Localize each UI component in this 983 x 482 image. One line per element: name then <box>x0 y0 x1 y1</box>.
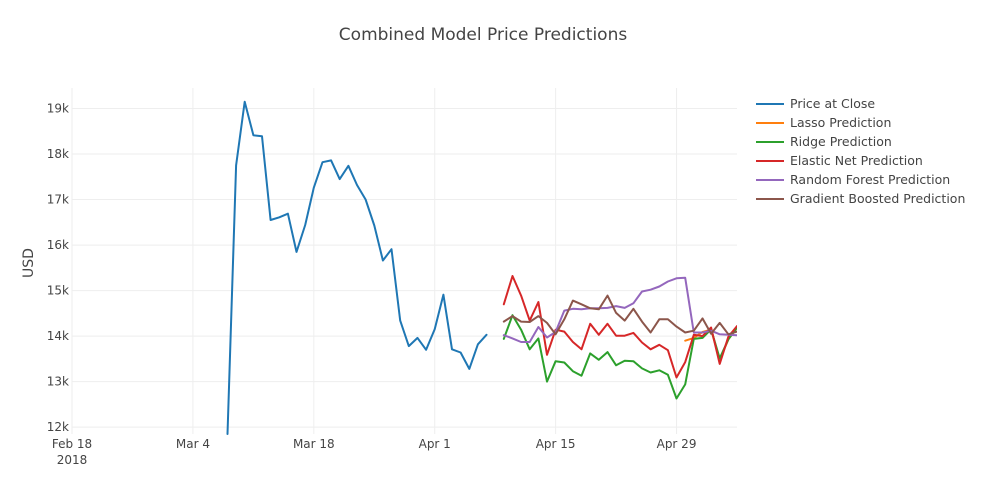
y-tick-label: 14k <box>47 329 69 343</box>
y-tick-label: 13k <box>47 375 69 389</box>
x-tick-label: Mar 4 <box>176 437 210 451</box>
y-axis-title: USD <box>21 248 37 278</box>
series-line-random-forest-prediction[interactable] <box>502 276 737 343</box>
x-tick-label: Apr 15 <box>536 437 576 451</box>
y-tick-label: 12k <box>47 420 69 434</box>
y-tick-label: 17k <box>47 193 69 207</box>
y-tick-label: 16k <box>47 238 69 252</box>
series-line-gradient-boosted-prediction[interactable] <box>502 294 737 336</box>
series-line-ridge-prediction[interactable] <box>502 314 737 400</box>
data-traces <box>226 100 737 435</box>
legend-label: Lasso Prediction <box>790 115 891 130</box>
y-tick-label: 15k <box>47 284 69 298</box>
chart-title: Combined Model Price Predictions <box>339 25 628 45</box>
axis-ticks: Feb 18 2018 Mar 4 Mar 18 Apr 1 Apr 15 Apr 29 12… <box>47 101 697 467</box>
legend-item-ridge-prediction[interactable]: Ridge Prediction <box>756 134 892 149</box>
legend-label: Elastic Net Prediction <box>790 153 923 168</box>
legend-item-gradient-boosted-prediction[interactable]: Gradient Boosted Prediction <box>756 191 965 206</box>
legend-label: Gradient Boosted Prediction <box>790 191 965 206</box>
legend-item-random-forest-prediction[interactable]: Random Forest Prediction <box>756 172 950 187</box>
series-line-elastic-net-prediction[interactable] <box>502 275 737 379</box>
legend-item-elastic-net-prediction[interactable]: Elastic Net Prediction <box>756 153 923 168</box>
x-tick-label: Apr 29 <box>657 437 697 451</box>
gridlines <box>71 88 737 434</box>
legend-label: Ridge Prediction <box>790 134 892 149</box>
series-line-price-at-close[interactable] <box>226 100 488 435</box>
legend-label: Random Forest Prediction <box>790 172 950 187</box>
x-tick-label: Feb 18 <box>52 437 92 451</box>
legend[interactable]: Price at Close Lasso Prediction Ridge Pred… <box>756 96 965 206</box>
legend-item-lasso-prediction[interactable]: Lasso Prediction <box>756 115 891 130</box>
x-tick-label: Apr 1 <box>419 437 451 451</box>
x-tick-sublabel: 2018 <box>57 453 88 467</box>
legend-item-price-at-close[interactable]: Price at Close <box>756 96 875 111</box>
y-tick-label: 19k <box>47 101 69 115</box>
x-tick-label: Mar 18 <box>293 437 335 451</box>
y-tick-label: 18k <box>47 147 69 161</box>
legend-label: Price at Close <box>790 96 875 111</box>
